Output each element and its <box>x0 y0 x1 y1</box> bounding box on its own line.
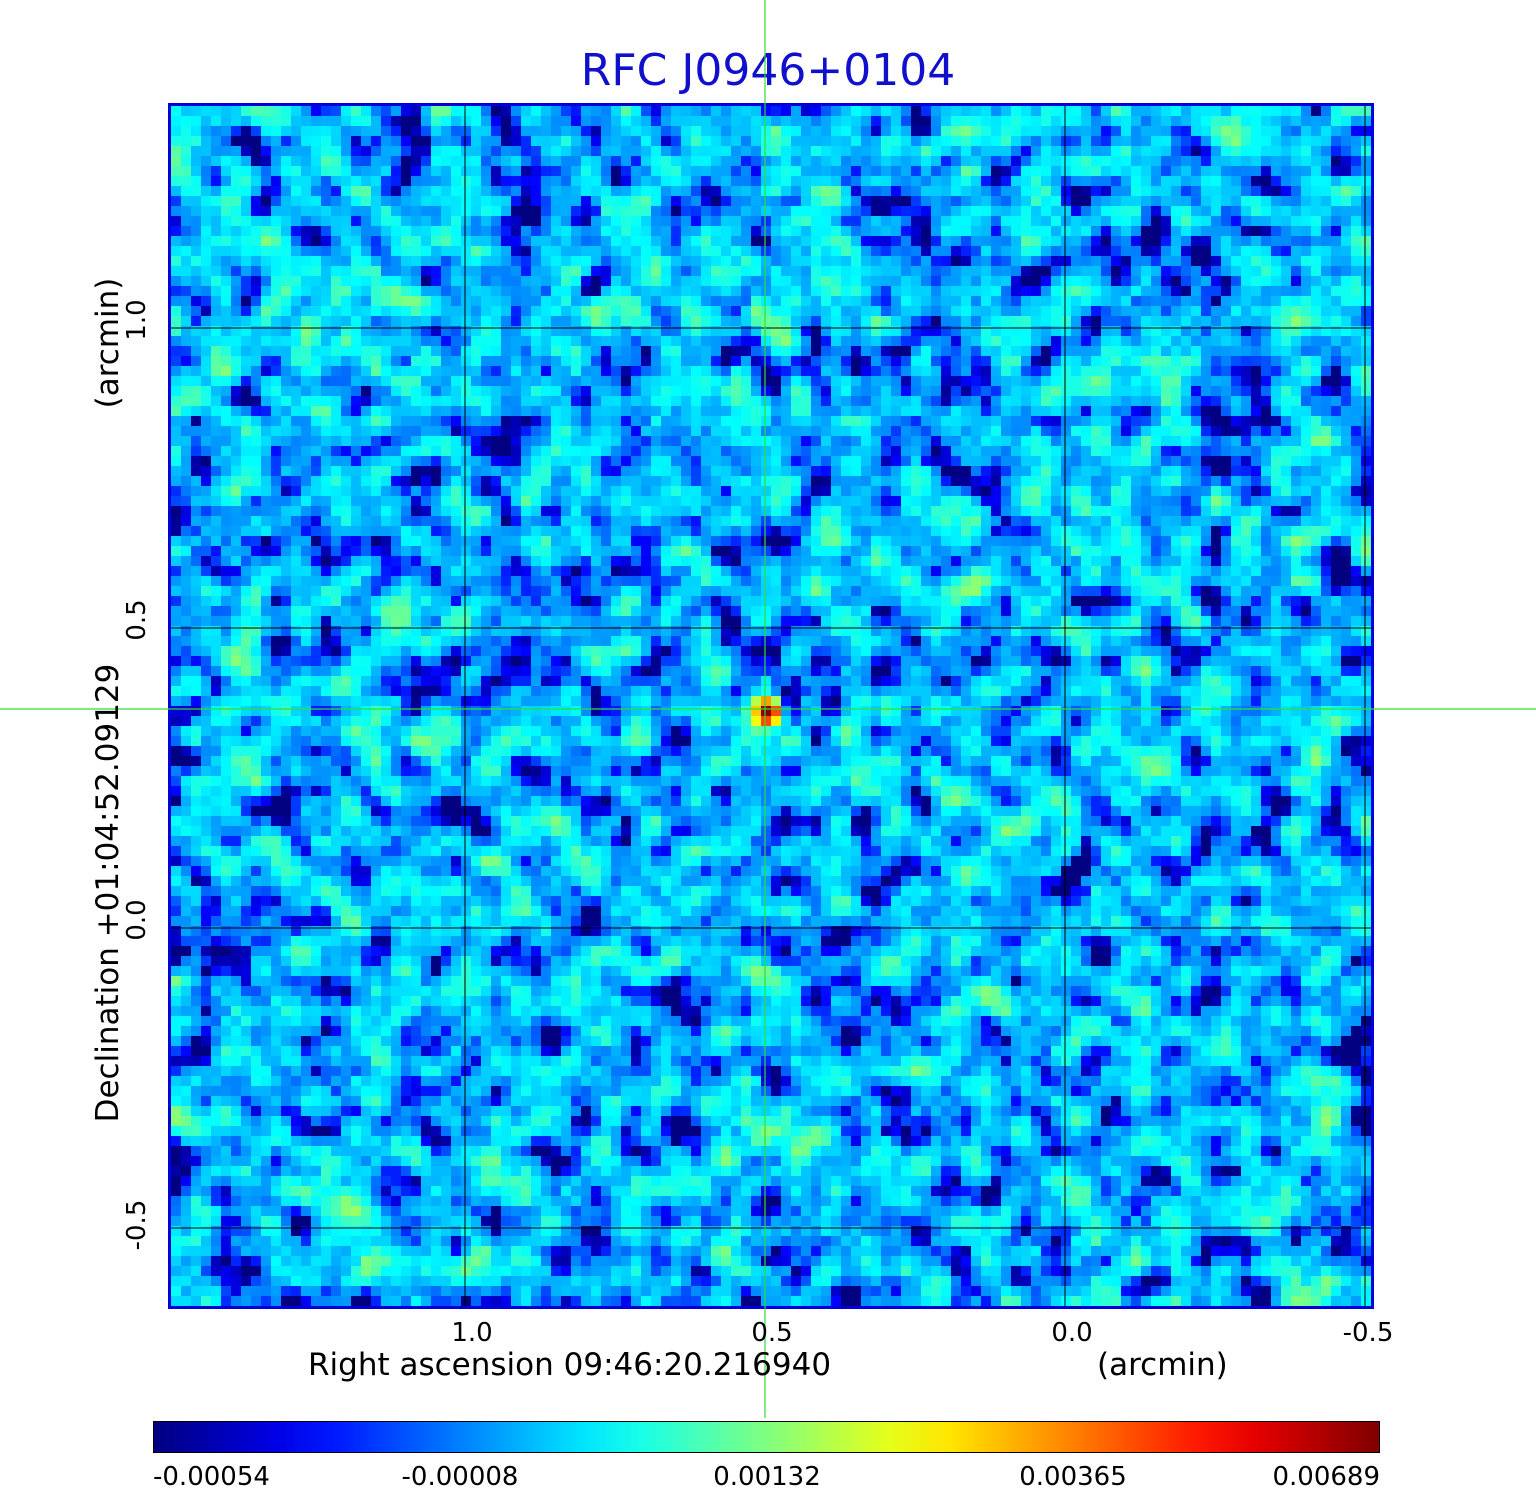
colorbar-tick-label: -0.00054 <box>153 1462 270 1492</box>
chart-title: RFC J0946+0104 <box>580 45 956 96</box>
y-tick-label: 1.0 <box>122 299 152 341</box>
y-axis-label: Declination +01:04:52.09129 <box>90 663 126 1123</box>
x-tick-label: 0.5 <box>751 1318 793 1348</box>
x-axis-unit: (arcmin) <box>1097 1347 1228 1383</box>
sky-image-heatmap <box>171 106 1371 1306</box>
x-tick-label: 0.0 <box>1051 1318 1093 1348</box>
sky-image-frame <box>168 103 1374 1309</box>
y-tick-label: 0.0 <box>122 899 152 941</box>
colorbar-tick-label: 0.00132 <box>713 1462 821 1492</box>
y-axis-unit: (arcmin) <box>90 277 126 409</box>
colorbar-tick-label: 0.00689 <box>1272 1462 1380 1492</box>
colorbar-tick-label: -0.00008 <box>401 1462 519 1492</box>
x-tick-label: 1.0 <box>451 1318 493 1348</box>
x-axis-label: Right ascension 09:46:20.216940 <box>308 1347 832 1383</box>
colorbar <box>153 1421 1380 1453</box>
y-tick-label: -0.5 <box>122 1199 152 1251</box>
x-tick-label: -0.5 <box>1342 1318 1394 1348</box>
y-tick-label: 0.5 <box>122 599 152 641</box>
colorbar-tick-label: 0.00365 <box>1019 1462 1127 1492</box>
